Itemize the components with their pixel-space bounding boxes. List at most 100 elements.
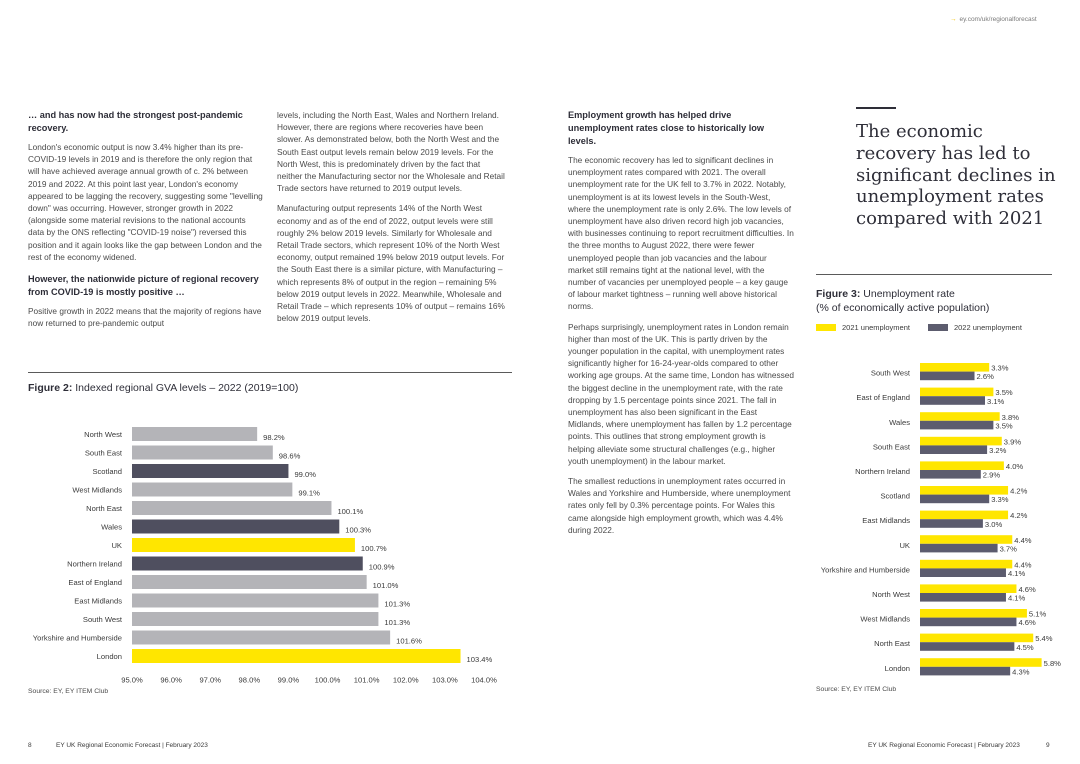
quote-accent-bar <box>856 107 896 109</box>
bar <box>920 617 1017 627</box>
data-label: 3.1% <box>987 397 1005 406</box>
tick-label: 95.0% <box>121 676 143 685</box>
bar <box>920 396 985 405</box>
data-label: 3.9% <box>1004 437 1022 446</box>
category-label: South West <box>871 369 911 378</box>
data-label: 4.1% <box>1008 594 1026 603</box>
bar <box>920 412 1000 421</box>
source-note: Source: EY, EY ITEM Club <box>28 688 109 695</box>
category-label: UK <box>899 541 910 550</box>
data-label: 98.6% <box>279 452 301 461</box>
bar <box>132 482 293 497</box>
data-label: 4.5% <box>1016 643 1034 652</box>
category-label: North East <box>86 504 123 513</box>
category-label: East Midlands <box>862 516 910 525</box>
source-note: Source: EY, EY ITEM Club <box>816 686 897 693</box>
data-label: 4.6% <box>1018 585 1036 594</box>
data-label: 4.0% <box>1006 462 1024 471</box>
category-label: East of England <box>856 393 910 402</box>
data-label: 3.5% <box>995 421 1013 430</box>
data-label: 5.4% <box>1035 634 1053 643</box>
bar <box>920 494 990 504</box>
figure-caption: Indexed regional GVA levels – 2022 (2019… <box>75 382 299 394</box>
bar <box>920 445 988 454</box>
bar <box>920 658 1042 667</box>
divider <box>28 372 512 373</box>
tick-label: 97.0% <box>199 676 221 685</box>
legend-swatch-2021 <box>816 324 836 331</box>
section-heading: … and has now had the strongest post-pan… <box>28 110 243 133</box>
tick-label: 102.0% <box>393 676 419 685</box>
data-label: 5.8% <box>1044 659 1062 668</box>
bar <box>132 649 461 663</box>
report-url-link[interactable]: → ey.com/uk/regionalforecast <box>950 16 1037 23</box>
figure-2-title: Figure 2: Indexed regional GVA levels – … <box>28 382 298 394</box>
chart-legend: 2021 unemployment 2022 unemployment <box>816 323 1022 332</box>
paragraph: The economic recovery has led to signifi… <box>568 155 794 312</box>
bar <box>920 642 1015 651</box>
bar <box>920 519 983 528</box>
data-label: 101.3% <box>384 618 410 627</box>
data-label: 100.7% <box>361 544 387 553</box>
bar <box>920 436 1002 446</box>
category-label: West Midlands <box>860 615 910 624</box>
bar <box>132 464 289 478</box>
bar <box>920 363 990 372</box>
category-label: South East <box>873 442 911 451</box>
bar <box>920 387 994 397</box>
category-label: Scotland <box>880 492 910 501</box>
bar <box>920 568 1006 577</box>
data-label: 4.2% <box>1010 487 1028 496</box>
data-label: 103.4% <box>467 655 493 664</box>
data-label: 101.0% <box>373 581 399 590</box>
category-label: London <box>97 652 122 661</box>
bar <box>920 486 1009 495</box>
category-label: Scotland <box>92 467 122 476</box>
bar <box>920 543 998 553</box>
bar <box>132 593 379 608</box>
tick-label: 96.0% <box>160 676 182 685</box>
bar <box>132 575 367 589</box>
data-label: 99.1% <box>298 489 320 498</box>
data-label: 3.5% <box>995 388 1013 397</box>
legend-swatch-2022 <box>927 324 948 331</box>
data-label: 2.6% <box>977 372 995 381</box>
bar <box>920 559 1013 569</box>
data-label: 4.1% <box>1008 569 1026 578</box>
data-label: 3.0% <box>985 520 1003 529</box>
category-label: Wales <box>101 523 122 532</box>
paragraph: Positive growth in 2022 means that the m… <box>28 306 262 329</box>
bar <box>132 427 258 441</box>
category-label: East of England <box>68 578 122 587</box>
page-number: 9 <box>1046 742 1050 749</box>
category-label: South West <box>83 615 123 624</box>
data-label: 4.3% <box>1012 667 1030 676</box>
category-label: Northern Ireland <box>855 467 910 476</box>
bar <box>132 519 340 534</box>
report-url-text: ey.com/uk/regionalforecast <box>959 16 1037 23</box>
bar <box>920 371 975 381</box>
paragraph: Manufacturing output represents 14% of t… <box>277 203 505 324</box>
data-label: 100.1% <box>337 507 363 516</box>
page-number: 8 <box>28 742 32 749</box>
data-label: 101.6% <box>396 637 422 646</box>
data-label: 4.4% <box>1014 536 1032 545</box>
divider <box>816 274 1052 275</box>
paragraph: Perhaps surprisingly, unemployment rates… <box>568 321 794 466</box>
bar <box>920 593 1006 602</box>
category-label: Wales <box>889 418 910 427</box>
data-label: 5.1% <box>1029 610 1047 619</box>
data-label: 3.3% <box>991 364 1009 373</box>
category-label: North West <box>84 430 123 439</box>
data-label: 4.6% <box>1018 618 1036 627</box>
category-label: North East <box>874 639 911 648</box>
bar <box>920 461 1004 470</box>
bar <box>920 535 1013 544</box>
section-heading: Employment growth has helped drive unemp… <box>568 110 765 146</box>
data-label: 2.9% <box>983 471 1001 480</box>
paragraph: levels, including the North East, Wales … <box>277 110 505 194</box>
data-label: 4.4% <box>1014 560 1032 569</box>
paragraph: The smallest reductions in unemployment … <box>568 476 791 535</box>
gva-bar-chart: North West 98.2% South East 98.6% Scotland 99… <box>33 427 497 685</box>
